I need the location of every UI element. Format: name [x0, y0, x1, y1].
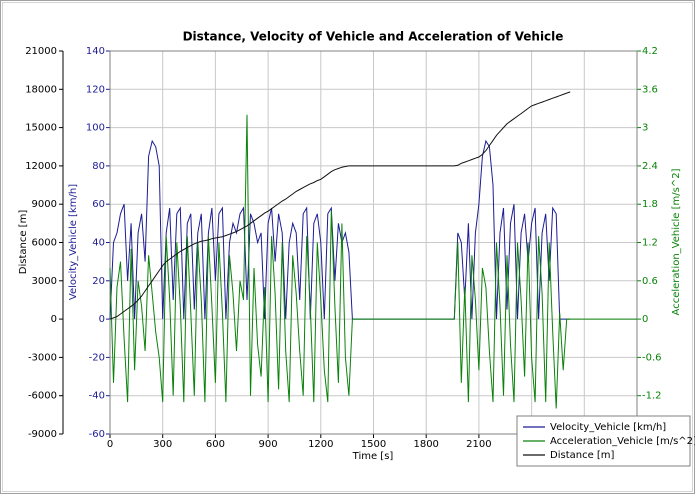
y2-tick-label: 3.6 [642, 84, 658, 95]
chart-title: Distance, Velocity of Vehicle and Accele… [183, 30, 564, 44]
y3-tick-label: 0 [51, 314, 57, 325]
y3-tick-label: 3000 [32, 276, 57, 287]
y-tick-label: 60 [92, 199, 105, 210]
y2-tick-label: -0.6 [642, 352, 662, 363]
y3-tick-label: -9000 [28, 429, 57, 440]
y2-tick-label: 3 [642, 123, 648, 134]
y-tick-label: 0 [99, 314, 105, 325]
y3-tick-label: 6000 [32, 238, 57, 249]
legend-box [516, 415, 691, 467]
x-axis-label: Time [s] [352, 451, 394, 462]
x-tick-label: 600 [206, 439, 225, 450]
y2-tick-label: 2.4 [642, 161, 658, 172]
y-tick-label: -60 [89, 429, 105, 440]
y3-tick-label: 18000 [25, 84, 57, 95]
y-tick-label: 140 [86, 46, 105, 57]
legend-label: Velocity_Vehicle [km/h] [550, 422, 666, 433]
x-tick-label: 1500 [361, 439, 386, 450]
y2-tick-label: 1.8 [642, 199, 658, 210]
y2-tick-label: 4.2 [642, 46, 658, 57]
y-tick-label: 80 [92, 161, 105, 172]
y3-tick-label: 9000 [32, 199, 57, 210]
y-tick-label: -40 [89, 391, 105, 402]
x-tick-label: 0 [107, 439, 113, 450]
acceleration-axis-label: Acceleration_Vehicle [m/s^2] [671, 168, 682, 315]
y3-tick-label: 15000 [25, 123, 57, 134]
y3-tick-label: 21000 [25, 46, 57, 57]
y-tick-label: 20 [92, 276, 105, 287]
x-tick-label: 2100 [466, 439, 491, 450]
y3-tick-label: -3000 [28, 352, 57, 363]
distance-axis-label: Distance [m] [18, 210, 29, 275]
x-tick-label: 900 [259, 439, 278, 450]
y-tick-label: 100 [86, 123, 105, 134]
x-tick-label: 1200 [308, 439, 333, 450]
x-tick-label: 1800 [413, 439, 438, 450]
x-tick-label: 300 [153, 439, 172, 450]
legend-label: Acceleration_Vehicle [m/s^2] [550, 436, 695, 447]
series-line [109, 91, 571, 320]
y2-tick-label: 1.2 [642, 238, 658, 249]
y-tick-label: 40 [92, 238, 105, 249]
y3-tick-label: 12000 [25, 161, 57, 172]
legend-label: Distance [m] [550, 450, 615, 461]
series-line [109, 114, 637, 409]
y-tick-label: -20 [89, 352, 105, 363]
y2-tick-label: 0.6 [642, 276, 658, 287]
y2-tick-label: -1.2 [642, 391, 662, 402]
plot-border [109, 50, 638, 435]
y3-tick-label: -6000 [28, 391, 57, 402]
y2-tick-label: 0 [642, 314, 648, 325]
velocity-axis-label: Velocity_Vehicle [km/h] [68, 184, 79, 300]
y-tick-label: 120 [86, 84, 105, 95]
